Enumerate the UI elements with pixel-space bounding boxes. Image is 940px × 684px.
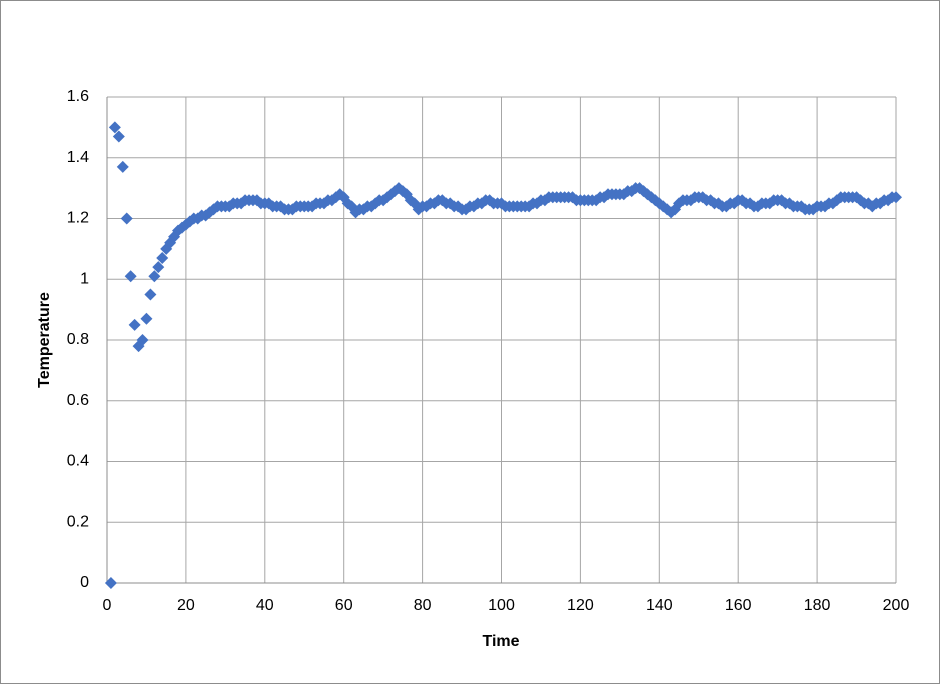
y-tick-label: 0 (80, 574, 89, 591)
data-point (148, 270, 161, 283)
y-tick-label: 1.6 (67, 88, 89, 105)
y-tick-label: 0.8 (67, 331, 89, 348)
x-tick-label: 200 (883, 597, 910, 614)
x-tick-label: 80 (414, 597, 432, 614)
y-tick-label: 0.6 (67, 392, 89, 409)
x-tick-label: 100 (488, 597, 515, 614)
x-tick-label: 180 (804, 597, 831, 614)
data-point (152, 261, 165, 274)
data-point (112, 130, 125, 143)
y-axis-title: Temperature (36, 292, 53, 388)
data-point (136, 334, 149, 346)
data-point (156, 251, 169, 264)
x-tick-label: 160 (725, 597, 752, 614)
y-tick-label: 1 (80, 270, 89, 287)
x-tick-label: 0 (103, 597, 112, 614)
x-tick-label: 20 (177, 597, 195, 614)
x-tick-label: 40 (256, 597, 274, 614)
y-tick-label: 0.4 (67, 453, 89, 470)
data-point (120, 212, 133, 225)
x-axis-title: Time (482, 633, 519, 650)
data-point (108, 121, 121, 134)
x-tick-label: 120 (567, 597, 594, 614)
data-point (144, 288, 157, 301)
y-tick-label: 1.4 (67, 149, 89, 166)
data-point (140, 312, 153, 325)
data-point (116, 160, 129, 173)
y-tick-label: 1.2 (67, 210, 89, 227)
y-tick-label: 0.2 (67, 513, 89, 530)
x-tick-label: 60 (335, 597, 353, 614)
data-point (890, 191, 902, 204)
data-point (128, 318, 141, 331)
data-point (124, 270, 137, 283)
data-point (104, 577, 117, 589)
x-tick-label: 140 (646, 597, 673, 614)
